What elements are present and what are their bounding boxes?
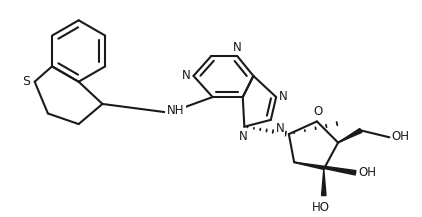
Polygon shape [338,128,362,143]
Text: NH: NH [167,104,184,117]
Text: N: N [239,130,248,143]
Text: OH: OH [358,166,376,179]
Text: S: S [22,75,30,88]
Polygon shape [322,169,326,196]
Text: HO: HO [312,201,330,214]
Text: N: N [276,122,285,135]
Polygon shape [294,162,356,175]
Text: N: N [279,89,287,102]
Text: N: N [182,69,191,82]
Text: O: O [313,105,322,118]
Text: N: N [233,41,242,54]
Text: OH: OH [392,130,410,143]
